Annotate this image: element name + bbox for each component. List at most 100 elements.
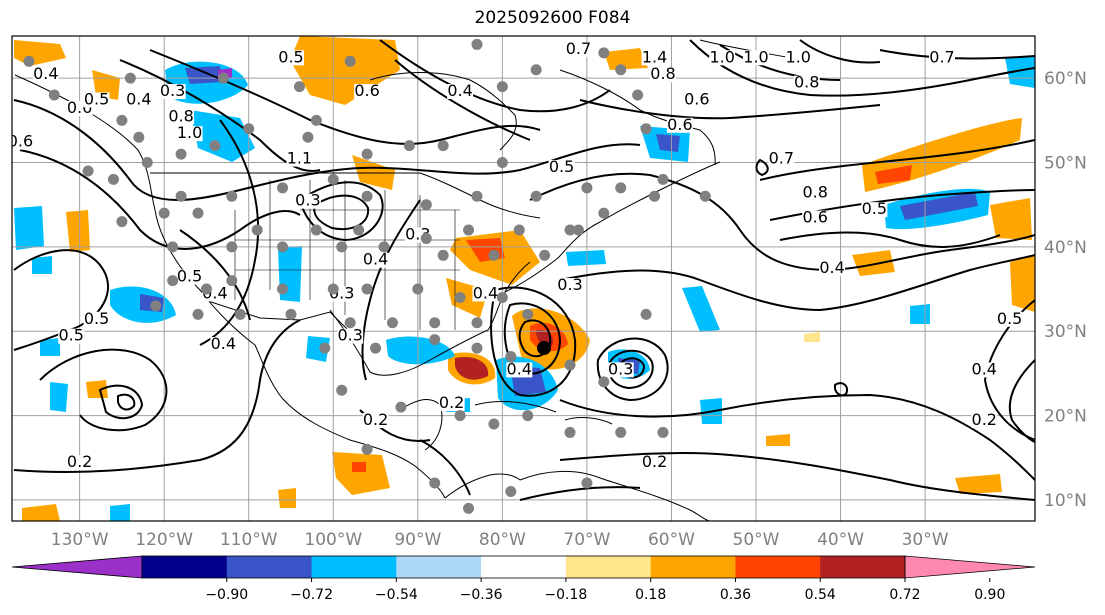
observation-dot [217,72,229,84]
observation-dot [496,291,508,303]
contour-label: 0.6 [667,115,692,134]
shade-orange [604,48,648,70]
shade-orange [22,504,60,521]
shade-darkblue [656,134,680,152]
contour-label: 0.5 [549,157,574,176]
colorbar-segment [735,556,821,578]
observation-dot [454,291,466,303]
lat-label: 10°N [1044,491,1087,511]
observation-dot [226,241,238,253]
contour-label: 0.4 [447,81,472,100]
observation-dot [327,283,339,295]
contour-label-bg [294,193,321,209]
contour-label: 1.4 [642,47,667,66]
observation-dot [192,207,204,219]
storm-center-marker [537,341,551,355]
observation-dot [226,190,238,202]
observation-dot [327,173,339,185]
lon-label: 130°W [51,530,109,550]
shade-orange [990,198,1032,240]
lat-label: 60°N [1044,69,1087,89]
shade-orange [766,434,790,446]
observation-dot [107,173,119,185]
contour-label-bg [278,50,304,66]
observation-dot [192,308,204,320]
contour-label: 0.2 [363,410,388,429]
observation-dot [522,308,534,320]
observation-dot [158,207,170,219]
contour-line [1008,359,1035,443]
contour-label: 0.3 [608,359,633,378]
observation-dot [505,351,517,363]
coast-southamerica [519,471,711,521]
contour-label-bg [286,151,313,167]
contour-label-bg [802,210,829,226]
observation-dot [429,477,441,489]
graticule [12,36,1035,521]
colorbar-tick-label: −0.54 [375,587,418,603]
contour-label: 0.8 [650,64,675,83]
contour-line [755,158,769,177]
observation-dot [530,190,542,202]
contour-line [361,199,421,381]
contour-line [39,348,168,432]
contour-label-bg [641,455,668,471]
shade-yellow [804,332,820,342]
colorbar-tick-label: 0.36 [720,587,751,603]
contour-label-bg [666,117,693,133]
shade-red [352,462,366,472]
contour-label-bg [743,50,769,66]
contour-line [689,39,1035,97]
contour-label-bg [337,328,364,344]
colorbar-tick-label: 0.54 [805,587,836,603]
colorbar-segment [396,556,482,578]
contour-label-bg [683,92,710,108]
contour-line [490,286,577,397]
observation-dot [420,199,432,211]
shade-orange [290,36,400,105]
contour-label: 0.4 [33,64,58,83]
observation-dot [48,89,60,101]
contour-line [779,231,1001,248]
observation-dot [23,55,35,67]
observation-dot [251,224,263,236]
contour-label-bg [650,67,676,83]
colorbar-tick-label: −0.18 [544,587,587,603]
contour-label: 0.7 [929,47,954,66]
shade-red [875,165,912,184]
observation-dot [361,283,373,295]
coast-centralamerica [444,473,521,499]
observation-dot [598,47,610,59]
contour-line [179,229,251,321]
contour-label-bg [210,337,237,353]
contour-label: 0.5 [997,309,1022,328]
contour-label-bg [159,84,186,100]
observation-dots [23,38,711,514]
contour-label: 0.6 [8,132,33,151]
contour-label: 0.6 [802,208,827,227]
observation-dot [471,317,483,329]
contour-line [503,302,562,375]
contour-label: 0.5 [278,47,303,66]
contour-label-bg [548,159,575,175]
coast-hispaniola [564,416,613,425]
contour-label: 1.0 [743,47,768,66]
contour-label: 0.4 [363,250,388,269]
observation-dot [277,241,289,253]
observation-dot [116,216,128,228]
colorbar-segment [565,556,652,578]
lon-label: 40°W [817,530,864,550]
observation-dot [530,64,542,76]
contour-label-bg [793,75,820,91]
observation-dot [471,190,483,202]
observation-dot [277,182,289,194]
observation-dot [226,275,238,287]
lon-label: 120°W [135,530,193,550]
contour-line [879,49,1035,60]
contour-label-bg [641,50,668,66]
shade-red [455,356,489,380]
contour-label-bg [785,50,812,66]
observation-dot [361,190,373,202]
lon-label: 110°W [220,530,278,550]
